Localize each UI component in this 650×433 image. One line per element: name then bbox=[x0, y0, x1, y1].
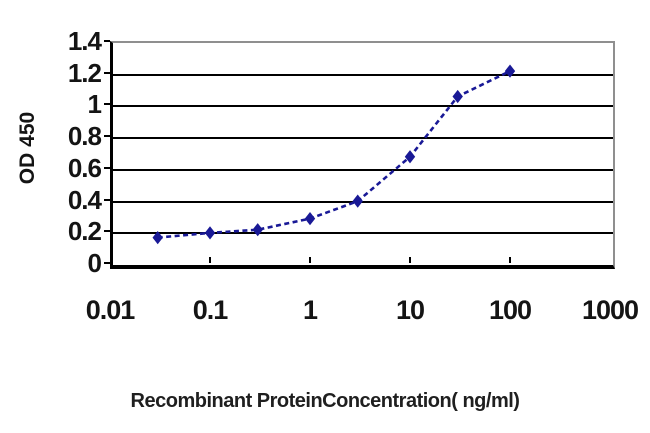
y-tick-label: 0.6 bbox=[67, 152, 102, 183]
y-tick-label: 0 bbox=[87, 248, 102, 278]
x-tick-label: 1000 bbox=[581, 295, 639, 325]
gridline bbox=[113, 105, 613, 108]
series-line bbox=[157, 69, 511, 239]
x-tick-label: 0.01 bbox=[85, 295, 136, 325]
data-point-marker bbox=[504, 64, 516, 78]
data-point-marker bbox=[152, 231, 163, 245]
x-tick-label: 1 bbox=[302, 295, 318, 325]
y-tick-mark bbox=[104, 40, 110, 42]
y-tick-label: 0.4 bbox=[67, 184, 102, 215]
data-point-marker bbox=[204, 226, 216, 240]
y-tick-label: 0.8 bbox=[67, 121, 102, 152]
gridline bbox=[113, 232, 613, 235]
y-tick-label: 0.2 bbox=[67, 216, 102, 247]
data-point-marker bbox=[452, 89, 463, 104]
x-tick-mark bbox=[309, 257, 311, 263]
plot-area bbox=[110, 41, 615, 269]
x-tick-label: 10 bbox=[395, 295, 425, 325]
x-axis-title: Recombinant ProteinConcentration( ng/ml) bbox=[130, 390, 520, 412]
y-tick-mark bbox=[104, 103, 110, 106]
data-point-marker bbox=[304, 212, 316, 226]
gridline bbox=[113, 137, 613, 140]
x-tick-mark bbox=[409, 257, 411, 263]
y-tick-mark bbox=[104, 262, 110, 264]
x-tick-label: 0.1 bbox=[192, 295, 229, 325]
data-point-marker bbox=[252, 223, 263, 237]
y-tick-mark bbox=[104, 135, 110, 138]
gridline bbox=[113, 73, 613, 76]
y-tick-mark bbox=[104, 71, 110, 74]
y-tick-label: 1.4 bbox=[67, 26, 102, 56]
x-tick-label: 100 bbox=[488, 295, 532, 325]
y-tick-mark bbox=[104, 230, 110, 233]
y-tick-label: 1 bbox=[87, 89, 102, 120]
data-point-marker bbox=[404, 150, 416, 164]
gridline bbox=[113, 168, 613, 171]
data-point-marker bbox=[352, 194, 363, 208]
y-tick-mark bbox=[104, 198, 110, 201]
x-tick-mark bbox=[509, 257, 511, 263]
y-tick-label: 1.2 bbox=[67, 57, 102, 88]
y-tick-mark bbox=[104, 166, 110, 169]
x-tick-mark bbox=[209, 257, 211, 263]
gridline bbox=[113, 200, 613, 203]
